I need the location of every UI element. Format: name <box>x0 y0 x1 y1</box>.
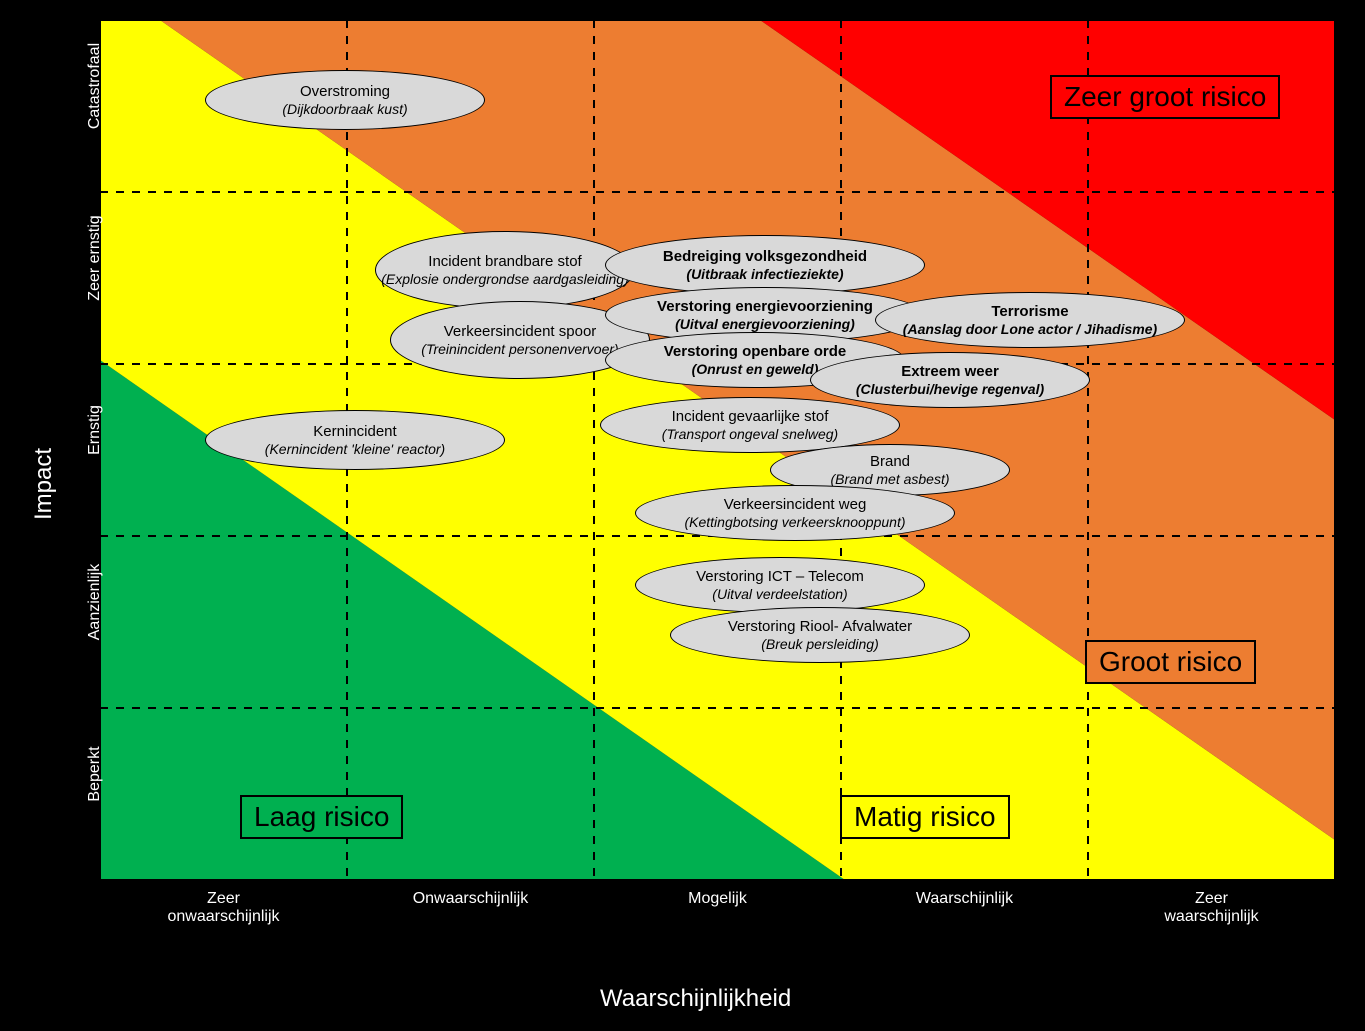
risk-node: Bedreiging volksgezondheid(Uitbraak infe… <box>605 235 925 295</box>
risk-node-subtitle: (Uitval verdeelstation) <box>712 586 847 602</box>
risk-node: Incident brandbare stof(Explosie ondergr… <box>375 231 635 309</box>
risk-label: Matig risico <box>840 795 1010 839</box>
risk-node-title: Kernincident <box>313 423 396 440</box>
risk-node-subtitle: (Uitbraak infectieziekte) <box>686 266 843 282</box>
risk-label-text: Matig risico <box>854 801 996 832</box>
y-tick-text: Zeer ernstig <box>86 215 103 300</box>
risk-node-subtitle: (Kernincident 'kleine' reactor) <box>265 441 445 457</box>
risk-node-subtitle: (Treinincident personenvervoer) <box>421 341 618 357</box>
risk-node-title: Verstoring openbare orde <box>664 343 847 360</box>
x-tick-label: Zeer onwaarschijnlijk <box>124 890 324 926</box>
risk-node: Extreem weer(Clusterbui/hevige regenval) <box>810 352 1090 408</box>
risk-label: Laag risico <box>240 795 403 839</box>
risk-node-title: Verstoring energievoorziening <box>657 298 873 315</box>
risk-node-subtitle: (Brand met asbest) <box>830 471 949 487</box>
risk-node-subtitle: (Kettingbotsing verkeersknooppunt) <box>684 514 905 530</box>
risk-node-subtitle: (Aanslag door Lone actor / Jihadisme) <box>903 321 1157 337</box>
x-tick-text: Onwaarschijnlijk <box>413 890 529 907</box>
y-tick-label: Beperkt <box>86 694 104 854</box>
risk-node: Verstoring Riool- Afvalwater(Breuk persl… <box>670 607 970 663</box>
risk-node-subtitle: (Clusterbui/hevige regenval) <box>856 381 1044 397</box>
risk-label-text: Zeer groot risico <box>1064 81 1266 112</box>
risk-label-text: Laag risico <box>254 801 389 832</box>
risk-node-title: Verkeersincident weg <box>724 496 867 513</box>
risk-node-subtitle: (Onrust en geweld) <box>692 361 819 377</box>
x-tick-label: Onwaarschijnlijk <box>371 890 571 908</box>
x-tick-label: Zeer waarschijnlijk <box>1112 890 1312 926</box>
risk-node-title: Verstoring ICT – Telecom <box>696 568 864 585</box>
x-tick-label: Mogelijk <box>618 890 818 908</box>
y-tick-text: Beperkt <box>86 746 103 801</box>
risk-node: Verkeersincident weg(Kettingbotsing verk… <box>635 485 955 541</box>
x-tick-text: Zeer onwaarschijnlijk <box>167 890 279 925</box>
risk-node: Terrorisme(Aanslag door Lone actor / Jih… <box>875 292 1185 348</box>
risk-node-title: Terrorisme <box>991 303 1068 320</box>
x-tick-label: Waarschijnlijk <box>865 890 1065 908</box>
risk-label: Zeer groot risico <box>1050 75 1280 119</box>
y-tick-text: Catastrofaal <box>86 43 103 129</box>
risk-node-title: Verkeersincident spoor <box>444 323 597 340</box>
x-tick-text: Mogelijk <box>688 890 747 907</box>
risk-node-subtitle: (Uitval energievoorziening) <box>675 316 855 332</box>
x-tick-text: Waarschijnlijk <box>916 890 1013 907</box>
y-axis-title: Impact <box>30 448 58 520</box>
risk-label: Groot risico <box>1085 640 1256 684</box>
risk-node: Verstoring ICT – Telecom(Uitval verdeels… <box>635 557 925 613</box>
risk-node: Kernincident(Kernincident 'kleine' react… <box>205 410 505 470</box>
y-tick-text: Ernstig <box>86 405 103 455</box>
risk-node-title: Verstoring Riool- Afvalwater <box>728 618 912 635</box>
risk-node-title: Incident brandbare stof <box>428 253 581 270</box>
risk-node-title: Overstroming <box>300 83 390 100</box>
y-tick-label: Ernstig <box>86 350 104 510</box>
risk-node-title: Bedreiging volksgezondheid <box>663 248 867 265</box>
risk-node-subtitle: (Breuk persleiding) <box>761 636 879 652</box>
x-axis-title: Waarschijnlijkheid <box>600 985 791 1013</box>
risk-node-title: Brand <box>870 453 910 470</box>
risk-node-subtitle: (Dijkdoorbraak kust) <box>282 101 407 117</box>
y-tick-label: Aanzienlijk <box>86 522 104 682</box>
y-tick-text: Aanzienlijk <box>86 564 103 640</box>
y-tick-label: Zeer ernstig <box>86 178 104 338</box>
risk-node: Overstroming(Dijkdoorbraak kust) <box>205 70 485 130</box>
risk-label-text: Groot risico <box>1099 646 1242 677</box>
x-tick-text: Zeer waarschijnlijk <box>1164 890 1258 925</box>
risk-matrix-chart: Laag risico Matig risico Groot risico Zeer … <box>0 0 1365 1031</box>
y-tick-label: Catastrofaal <box>86 6 104 166</box>
risk-node-title: Extreem weer <box>901 363 999 380</box>
risk-node-title: Incident gevaarlijke stof <box>672 408 829 425</box>
risk-node-subtitle: (Explosie ondergrondse aardgasleiding) <box>381 271 629 287</box>
risk-node-subtitle: (Transport ongeval snelweg) <box>662 426 838 442</box>
